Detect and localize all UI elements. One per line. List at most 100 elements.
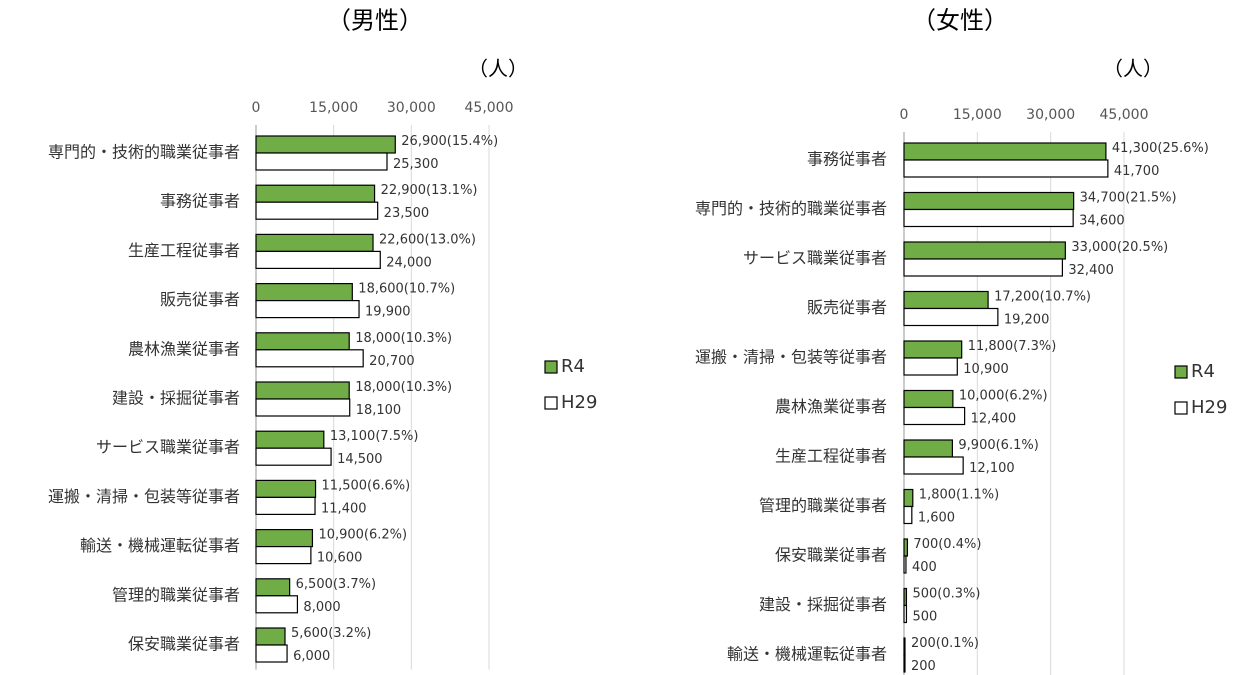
chart-title: （女性） <box>912 7 1008 35</box>
value-label: 33,000(20.5%) <box>1071 240 1168 255</box>
bar <box>255 201 379 220</box>
category-label: 管理的職業従事者 <box>112 585 240 604</box>
value-label: 22,600(13.0%) <box>379 232 476 247</box>
category-label: 建設・採掘従事者 <box>112 389 240 408</box>
x-tick-label: 45,000 <box>465 100 514 116</box>
bar <box>903 555 907 574</box>
category-label: 輸送・機械運転従事者 <box>80 536 240 555</box>
value-label: 500 <box>912 610 937 625</box>
bar <box>903 340 963 359</box>
bar <box>255 528 314 548</box>
bar <box>255 184 376 203</box>
legend-swatch <box>544 360 558 374</box>
bar <box>903 654 906 673</box>
bar <box>255 430 325 449</box>
bar <box>903 357 958 376</box>
category-label: 専門的・技術的職業従事者 <box>695 199 887 218</box>
unit-label: （人） <box>468 57 528 81</box>
value-label: 10,000(6.2%) <box>959 389 1048 404</box>
category-label: 運搬・清掃・包装等従事者 <box>695 348 887 367</box>
value-label: 11,500(6.6%) <box>322 478 411 493</box>
bar <box>255 627 286 646</box>
bar <box>255 447 332 466</box>
bar <box>903 307 999 327</box>
bar <box>903 208 1074 228</box>
unit-label: （人） <box>1103 57 1163 81</box>
value-label: 19,200 <box>1004 313 1050 328</box>
bar <box>255 496 316 515</box>
value-label: 23,500 <box>384 206 430 221</box>
legend-label: R4 <box>561 356 585 377</box>
value-label: 10,900(6.2%) <box>318 528 407 543</box>
chart-title: （男性） <box>327 7 423 35</box>
value-label: 41,700 <box>1114 164 1160 179</box>
bar <box>903 389 954 409</box>
bar <box>255 644 288 663</box>
category-label: サービス職業従事者 <box>743 249 887 268</box>
bar <box>903 439 954 458</box>
bar <box>255 233 374 252</box>
value-label: 12,100 <box>969 461 1015 476</box>
bar <box>903 637 906 656</box>
value-label: 10,900 <box>963 362 1009 377</box>
value-label: 400 <box>912 560 937 575</box>
value-label: 22,900(13.1%) <box>381 183 478 198</box>
value-label: 8,000 <box>303 600 340 615</box>
bar <box>255 381 350 400</box>
category-label: 建設・採掘従事者 <box>759 595 887 614</box>
bar <box>903 258 1063 277</box>
bar <box>903 191 1075 211</box>
category-label: 事務従事者 <box>807 150 887 169</box>
value-label: 13,100(7.5%) <box>330 429 419 444</box>
category-label: 生産工程従事者 <box>775 447 887 466</box>
bar <box>255 349 364 368</box>
bar <box>255 152 388 171</box>
x-tick-label: 45,000 <box>1100 107 1149 123</box>
value-label: 10,600 <box>317 551 363 566</box>
value-label: 500(0.3%) <box>912 587 980 602</box>
value-label: 34,600 <box>1079 214 1125 229</box>
bar <box>255 578 291 597</box>
value-label: 12,400 <box>971 412 1017 427</box>
bar <box>255 595 299 614</box>
value-label: 5,600(3.2%) <box>291 626 371 641</box>
value-label: 200 <box>911 659 936 674</box>
value-label: 32,400 <box>1068 263 1114 278</box>
bar <box>255 135 396 154</box>
category-label: 保安職業従事者 <box>775 546 887 565</box>
bar <box>903 488 914 508</box>
value-label: 700(0.4%) <box>913 537 981 552</box>
value-label: 1,600 <box>918 511 955 526</box>
x-tick-label: 0 <box>252 100 261 116</box>
x-tick-label: 15,000 <box>309 100 358 116</box>
category-label: 農林漁業従事者 <box>775 397 887 416</box>
value-label: 20,700 <box>369 354 415 369</box>
bar <box>903 604 908 624</box>
value-label: 24,000 <box>386 255 432 270</box>
value-label: 26,900(15.4%) <box>401 134 498 149</box>
value-label: 41,300(25.6%) <box>1112 141 1209 156</box>
bar <box>903 142 1107 161</box>
bar <box>903 290 989 310</box>
x-tick-label: 0 <box>900 107 909 123</box>
bar <box>255 250 381 269</box>
value-label: 19,900 <box>365 305 411 320</box>
bar <box>903 406 966 426</box>
value-label: 11,400 <box>321 501 367 516</box>
category-label: 運搬・清掃・包装等従事者 <box>48 487 240 506</box>
bar <box>255 332 350 351</box>
legend-swatch <box>544 396 558 410</box>
bar <box>903 505 913 525</box>
category-label: 事務従事者 <box>160 192 240 211</box>
category-label: 輸送・機械運転従事者 <box>727 645 887 664</box>
legend-label: H29 <box>1191 397 1227 418</box>
value-label: 14,500 <box>337 452 383 467</box>
value-label: 9,900(6.1%) <box>958 438 1038 453</box>
value-label: 11,800(7.3%) <box>968 339 1057 354</box>
value-label: 17,200(10.7%) <box>994 290 1091 305</box>
value-label: 6,000 <box>293 649 330 664</box>
value-label: 18,100 <box>356 403 402 418</box>
bar <box>255 479 317 498</box>
bar <box>903 241 1066 260</box>
x-tick-label: 30,000 <box>387 100 436 116</box>
